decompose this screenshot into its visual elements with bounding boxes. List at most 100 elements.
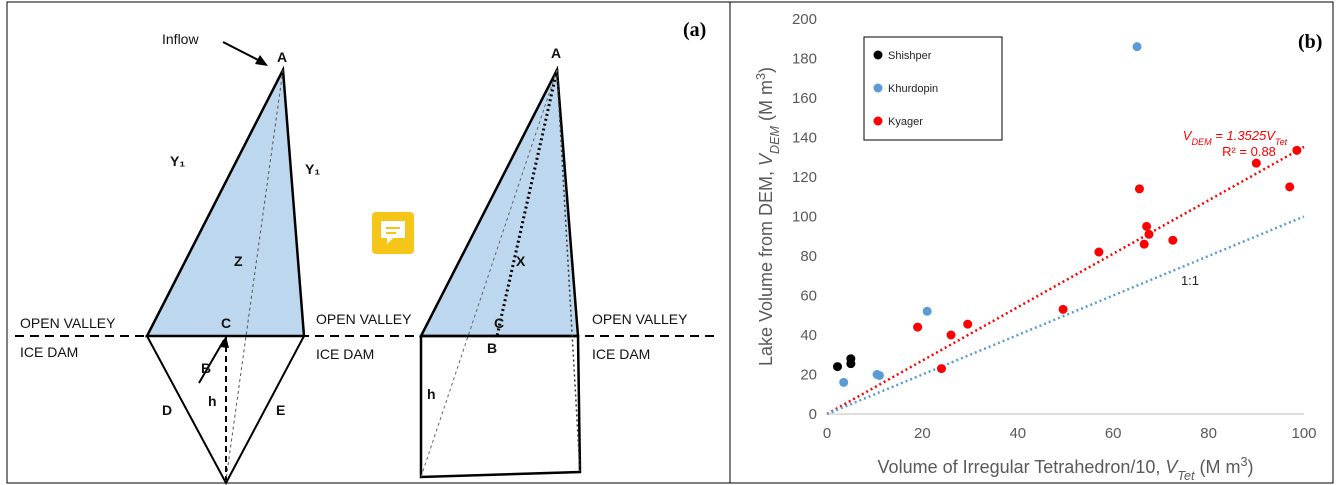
y-tick-label: 140 [792, 130, 817, 147]
inflow-label: Inflow [162, 31, 199, 47]
vertex-label: B [201, 360, 211, 376]
point [913, 322, 923, 332]
label-part: ) [1247, 457, 1253, 477]
label-part: V [1183, 128, 1193, 143]
y-axis-label: Lake Volume from DEM, VDEM (M m3) [754, 67, 782, 366]
point [1058, 304, 1068, 314]
edge-label: Y₁ [170, 153, 185, 169]
legend-marker [873, 83, 883, 93]
lake-triangle [144, 65, 306, 338]
edge-label: h [427, 386, 436, 402]
point [1134, 184, 1144, 194]
point [963, 319, 973, 329]
diagram: (a) Inflow A Y₁ Y₁ Z C B D h E A X C B h… [15, 19, 720, 485]
vertex-label: A [551, 45, 561, 61]
r2-label: R² = 0.88 [1222, 144, 1276, 159]
x-tick-label: 60 [1105, 425, 1122, 442]
point [1251, 158, 1261, 168]
point [922, 306, 932, 316]
panel-a-frame [6, 1, 731, 484]
point [839, 377, 849, 387]
label-part: (M m [756, 80, 776, 126]
x-tick-label: 100 [1291, 425, 1316, 442]
point [1132, 42, 1142, 52]
point [832, 362, 842, 372]
point [1285, 182, 1295, 192]
point [1094, 247, 1104, 257]
y-tick-label: 80 [800, 248, 817, 265]
y-tick-label: 20 [800, 367, 817, 384]
edge-line [556, 69, 581, 473]
legend-marker [873, 116, 883, 126]
x-tick-label: 40 [1009, 425, 1026, 442]
vertex-label: A [277, 49, 287, 65]
label-part: Tet [1275, 137, 1288, 147]
lake-triangle [418, 65, 580, 338]
edge-label: X [516, 253, 526, 269]
y-tick-label: 60 [800, 288, 817, 305]
fit-label: VDEM = 1.3525VTet [1183, 128, 1288, 147]
x-line [495, 69, 559, 337]
label-part: DEM [768, 125, 782, 153]
point [946, 330, 956, 340]
panel-label: (b) [1298, 31, 1322, 53]
panel-b-frame [729, 1, 1334, 484]
zone-label: ICE DAM [20, 344, 78, 360]
zone-label: OPEN VALLEY [592, 311, 688, 327]
arrow-head [255, 55, 268, 66]
label-part: Tet [1177, 469, 1195, 483]
y-tick-label: 0 [809, 406, 817, 423]
label-part: 3 [754, 73, 768, 80]
ice-dam-block [419, 334, 582, 479]
point [1142, 221, 1152, 231]
point [1144, 229, 1154, 239]
label-part: ) [756, 67, 776, 73]
z-line [225, 69, 284, 481]
point [1139, 239, 1149, 249]
point [874, 370, 884, 380]
point [1168, 235, 1178, 245]
legend-label: Shishper [888, 50, 932, 62]
vertex-label: B [487, 340, 497, 356]
x-axis-label: Volume of Irregular Tetrahedron/10, VTet… [878, 455, 1254, 483]
y-tick-label: 160 [792, 90, 817, 107]
zone-label: ICE DAM [316, 346, 374, 362]
vertex-label: C [494, 315, 504, 331]
y-tick-label: 180 [792, 51, 817, 68]
label-part: Volume of Irregular Tetrahedron/10, [878, 457, 1166, 477]
zone-label: ICE DAM [592, 346, 650, 362]
legend-marker [873, 50, 883, 60]
vertex-label: C [221, 315, 231, 331]
legend-label: Khurdopin [888, 83, 938, 95]
label-part: V [1165, 457, 1179, 477]
label-part: 3 [1240, 455, 1247, 469]
arrow-head [219, 336, 229, 348]
edge-label: h [208, 393, 217, 409]
edge-label: D [162, 402, 172, 418]
label-part: 1:1 [1181, 273, 1199, 288]
point [1292, 145, 1302, 155]
x-tick-label: 80 [1200, 425, 1217, 442]
x-tick-label: 0 [823, 425, 831, 442]
label-part: = 1.3525V [1212, 128, 1277, 143]
edge-label: Y₁ [305, 161, 320, 177]
legend-label: Kyager [888, 116, 923, 128]
y-tick-label: 120 [792, 169, 817, 186]
label-part: DEM [1191, 137, 1212, 147]
legend-box [863, 36, 1003, 141]
edge-label: E [276, 402, 285, 418]
panel-label: (a) [683, 19, 706, 41]
zone-label: OPEN VALLEY [20, 315, 116, 331]
y-tick-label: 100 [792, 209, 817, 226]
fit-line [826, 145, 1305, 416]
x-tick-label: 20 [914, 425, 931, 442]
inflow-arrow [222, 41, 263, 63]
y-tick-label: 40 [800, 327, 817, 344]
b-arrow [198, 339, 225, 384]
y-tick-label: 200 [792, 11, 817, 28]
label-part: Lake Volume from DEM, [756, 166, 776, 366]
point [936, 364, 946, 374]
zone-label: OPEN VALLEY [316, 311, 412, 327]
